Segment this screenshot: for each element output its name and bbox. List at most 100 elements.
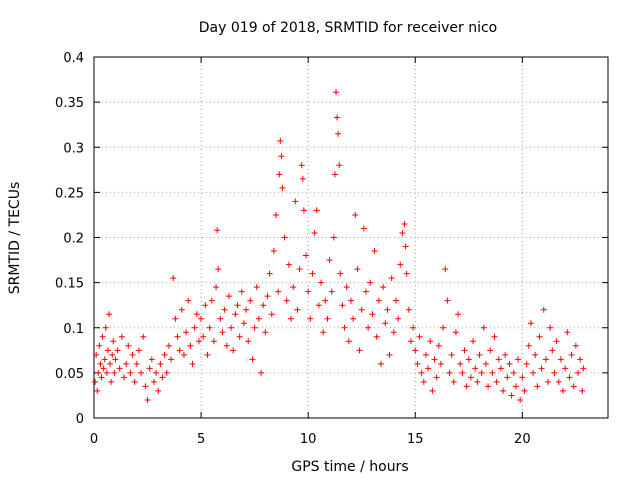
- data-point: [290, 284, 297, 291]
- data-point: [120, 374, 127, 381]
- data-point: [191, 324, 198, 331]
- data-point: [281, 234, 288, 241]
- data-point: [283, 297, 290, 304]
- data-point: [334, 114, 341, 121]
- data-point: [517, 396, 524, 403]
- x-tick-label: 15: [407, 432, 424, 447]
- data-point: [103, 369, 110, 376]
- data-point: [234, 302, 241, 309]
- data-point: [350, 315, 357, 322]
- data-point: [258, 369, 265, 376]
- data-point: [493, 378, 500, 385]
- data-point: [328, 288, 335, 295]
- data-point: [472, 365, 479, 372]
- data-point: [435, 342, 442, 349]
- data-point: [236, 333, 243, 340]
- data-point: [343, 284, 350, 291]
- data-point: [502, 351, 509, 358]
- data-point: [95, 369, 102, 376]
- data-point: [251, 324, 258, 331]
- data-point: [142, 383, 149, 390]
- data-point: [112, 356, 119, 363]
- data-point: [392, 297, 399, 304]
- data-point: [487, 347, 494, 354]
- data-point: [525, 342, 532, 349]
- data-point: [399, 229, 406, 236]
- data-point: [206, 324, 213, 331]
- data-point: [296, 266, 303, 273]
- data-point: [277, 137, 284, 144]
- data-point: [264, 293, 271, 300]
- data-point: [210, 338, 217, 345]
- data-point: [193, 311, 200, 318]
- data-point: [326, 257, 333, 264]
- data-point: [200, 333, 207, 340]
- data-point: [551, 369, 558, 376]
- data-point: [418, 369, 425, 376]
- data-point: [232, 311, 239, 318]
- data-point: [215, 266, 222, 273]
- data-point: [98, 374, 105, 381]
- data-point: [375, 297, 382, 304]
- data-point: [150, 378, 157, 385]
- data-point: [275, 288, 282, 295]
- data-point: [568, 351, 575, 358]
- data-point: [450, 378, 457, 385]
- data-point: [146, 365, 153, 372]
- data-point: [107, 360, 114, 367]
- data-point: [504, 374, 511, 381]
- data-point: [153, 369, 160, 376]
- data-point: [336, 162, 343, 169]
- axis-ticks: 0 0.05 0.1 0.15 0.2 0.25 0.3 0.35 0.4 0 5 10 15 20: [55, 51, 608, 447]
- data-point: [442, 266, 449, 273]
- data-point: [333, 89, 340, 96]
- data-point: [480, 324, 487, 331]
- data-point: [331, 171, 338, 178]
- data-point: [288, 315, 295, 322]
- data-point: [354, 266, 361, 273]
- data-point: [140, 333, 147, 340]
- data-point: [198, 315, 205, 322]
- data-point: [577, 356, 584, 363]
- data-point: [116, 365, 123, 372]
- data-point: [255, 315, 262, 322]
- data-point: [523, 360, 530, 367]
- data-point: [491, 333, 498, 340]
- data-point: [446, 369, 453, 376]
- data-point: [303, 252, 310, 259]
- data-point: [425, 365, 432, 372]
- data-point: [298, 162, 305, 169]
- data-point: [395, 315, 402, 322]
- y-tick-label: 0.15: [55, 277, 84, 292]
- data-point: [335, 130, 342, 137]
- data-point: [403, 270, 410, 277]
- data-point: [440, 324, 447, 331]
- data-point: [547, 324, 554, 331]
- data-point: [238, 288, 245, 295]
- data-point: [412, 347, 419, 354]
- y-tick-label: 0.1: [63, 322, 84, 337]
- data-point: [478, 369, 485, 376]
- data-point: [414, 360, 421, 367]
- data-point: [431, 356, 438, 363]
- data-point: [429, 387, 436, 394]
- data-point: [512, 383, 519, 390]
- data-point: [500, 387, 507, 394]
- data-point: [459, 369, 466, 376]
- data-point: [444, 297, 451, 304]
- data-point: [240, 320, 247, 327]
- data-point: [268, 311, 275, 318]
- data-point: [221, 306, 228, 313]
- y-tick-label: 0.4: [63, 51, 84, 66]
- data-point: [579, 387, 586, 394]
- data-point: [249, 356, 256, 363]
- data-point: [292, 198, 299, 205]
- data-point: [508, 392, 515, 399]
- data-point: [360, 225, 367, 232]
- data-point: [165, 342, 172, 349]
- data-point: [358, 306, 365, 313]
- data-point: [489, 369, 496, 376]
- y-tick-label: 0.25: [55, 186, 84, 201]
- data-point: [482, 360, 489, 367]
